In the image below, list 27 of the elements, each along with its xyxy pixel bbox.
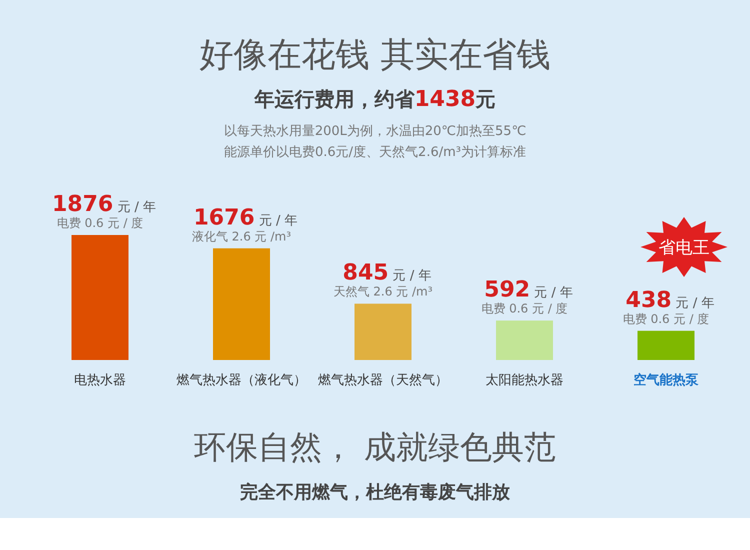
annotation: 液化气 2.6 元 /m³ [192,229,292,244]
x-tick-label: 燃气热水器（天然气） [318,373,448,388]
x-tick-label: 燃气热水器（液化气） [176,373,306,388]
bar [72,235,128,360]
chart-subtitle: 年运行费用，约省1438元 [253,87,496,112]
chart-title: 好像在花钱 其实在省钱 [200,35,550,75]
data-label: 1676 元 / 年 [193,205,298,230]
data-label: 845 元 / 年 [342,260,432,286]
text: 以每天热水用量200L为例，水温由20℃加热至55℃ [224,124,526,139]
data-label: 1876 元 / 年 [52,192,156,217]
x-tick-label: 太阳能热水器 [486,373,564,388]
bar [213,248,270,360]
x-tick-label: 电热水器 [74,373,126,388]
data-label: 592 元 / 年 [484,278,573,303]
bar [638,330,694,360]
annotation: 电费 0.6 元 / 度 [481,302,568,316]
annotation: 省电王 [658,238,710,258]
data-label: 438 元 / 年 [626,288,714,313]
annotation: 电费 0.6 元 / 度 [56,216,144,230]
bar [496,320,553,360]
text: 环保自然， 成就绿色典范 [194,428,556,466]
bar [354,304,412,360]
text: 能源单价以电费0.6元/度、天然气2.6/m³为计算标准 [224,144,526,160]
x-tick-label: 空气能热泵 [634,372,700,388]
annotation: 天然气 2.6 元 /m³ [333,284,433,299]
annotation: 电费 0.6 元 / 度 [622,312,710,326]
text: 完全不用燃气，杜绝有毒废气排放 [240,482,511,503]
